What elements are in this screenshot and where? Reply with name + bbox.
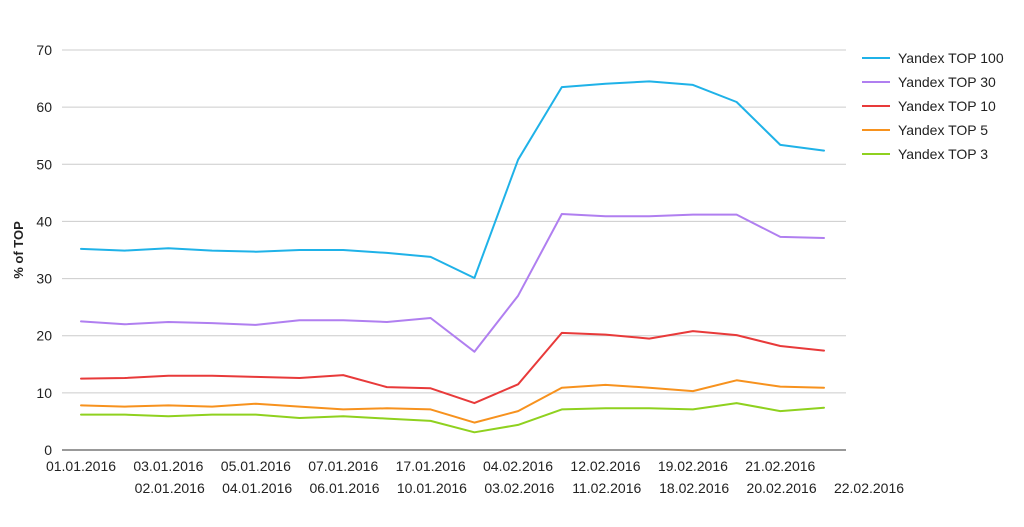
series-line-yandex-top-100 bbox=[80, 80, 825, 279]
x-tick-label: 19.02.2016 bbox=[658, 458, 728, 474]
legend-label: Yandex TOP 30 bbox=[898, 74, 996, 90]
legend-item-yandex-top-100[interactable]: Yandex TOP 100 bbox=[862, 50, 1004, 66]
y-tick-label: 20 bbox=[36, 328, 52, 344]
series-line-yandex-top-5 bbox=[80, 379, 825, 424]
x-tick-label: 03.01.2016 bbox=[133, 458, 203, 474]
x-tick-label: 11.02.2016 bbox=[572, 480, 641, 496]
x-tick-label: 02.01.2016 bbox=[135, 480, 205, 496]
series-line-yandex-top-30 bbox=[80, 213, 825, 353]
legend-item-yandex-top-5[interactable]: Yandex TOP 5 bbox=[862, 122, 988, 138]
x-tick-label: 22.02.2016 bbox=[834, 480, 904, 496]
legend-label: Yandex TOP 5 bbox=[898, 122, 988, 138]
x-tick-label: 04.02.2016 bbox=[483, 458, 553, 474]
x-tick-label: 04.01.2016 bbox=[222, 480, 292, 496]
legend: Yandex TOP 100 Yandex TOP 30 Yandex TOP 10… bbox=[862, 50, 1004, 162]
y-tick-label: 40 bbox=[36, 213, 52, 229]
legend-label: Yandex TOP 3 bbox=[898, 146, 988, 162]
y-tick-label: 0 bbox=[44, 442, 52, 458]
legend-item-yandex-top-30[interactable]: Yandex TOP 30 bbox=[862, 74, 996, 90]
x-tick-label: 10.01.2016 bbox=[397, 480, 467, 496]
y-tick-label: 10 bbox=[36, 385, 52, 401]
y-tick-label: 50 bbox=[36, 156, 52, 172]
legend-item-yandex-top-3[interactable]: Yandex TOP 3 bbox=[862, 146, 988, 162]
x-tick-label: 03.02.2016 bbox=[484, 480, 554, 496]
legend-label: Yandex TOP 10 bbox=[898, 98, 996, 114]
y-tick-label: 30 bbox=[36, 271, 52, 287]
legend-label: Yandex TOP 100 bbox=[898, 50, 1004, 66]
legend-item-yandex-top-10[interactable]: Yandex TOP 10 bbox=[862, 98, 996, 114]
x-tick-label: 06.01.2016 bbox=[309, 480, 379, 496]
series-line-yandex-top-10 bbox=[80, 330, 825, 405]
y-tick-label: 60 bbox=[36, 99, 52, 115]
x-tick-label: 21.02.2016 bbox=[745, 458, 815, 474]
x-tick-label: 01.01.2016 bbox=[46, 458, 116, 474]
axis-layer: 0 10 20 30 40 50 60 70 % of TOP 01.01.2016 02.01.2… bbox=[11, 42, 904, 496]
x-tick-label: 12.02.2016 bbox=[570, 458, 640, 474]
y-tick-label: 70 bbox=[36, 42, 52, 58]
series-line-yandex-top-3 bbox=[80, 402, 825, 434]
grid-layer bbox=[62, 49, 846, 451]
x-tick-label: 07.01.2016 bbox=[308, 458, 378, 474]
x-tick-label: 05.01.2016 bbox=[221, 458, 291, 474]
x-tick-label: 20.02.2016 bbox=[747, 480, 817, 496]
x-tick-label: 18.02.2016 bbox=[659, 480, 729, 496]
x-tick-label: 17.01.2016 bbox=[396, 458, 466, 474]
series-layer bbox=[80, 80, 825, 434]
y-axis-title: % of TOP bbox=[11, 221, 26, 279]
